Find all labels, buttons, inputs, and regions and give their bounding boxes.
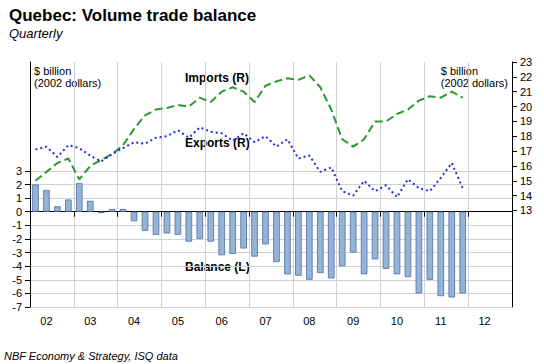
svg-text:23: 23 <box>520 56 532 68</box>
svg-text:21: 21 <box>520 86 532 98</box>
svg-text:Quarterly: Quarterly <box>9 26 64 41</box>
svg-text:3: 3 <box>16 165 22 177</box>
svg-text:07: 07 <box>259 315 271 327</box>
svg-text:-4: -4 <box>12 260 22 272</box>
svg-text:(2002 dollars): (2002 dollars) <box>441 77 508 89</box>
svg-text:-7: -7 <box>12 301 22 313</box>
svg-text:NBF Economy & Strategy, ISQ da: NBF Economy & Strategy, ISQ data <box>4 350 178 362</box>
svg-text:14: 14 <box>520 190 532 202</box>
svg-text:$ billion: $ billion <box>34 65 71 77</box>
svg-text:03: 03 <box>84 315 96 327</box>
svg-text:13: 13 <box>520 204 532 216</box>
svg-text:12: 12 <box>478 315 490 327</box>
svg-text:17: 17 <box>520 145 532 157</box>
svg-text:09: 09 <box>347 315 359 327</box>
svg-text:-5: -5 <box>12 274 22 286</box>
svg-text:$ billion: $ billion <box>441 65 478 77</box>
svg-text:-3: -3 <box>12 247 22 259</box>
svg-text:15: 15 <box>520 175 532 187</box>
svg-text:04: 04 <box>128 315 140 327</box>
svg-text:16: 16 <box>520 160 532 172</box>
svg-text:22: 22 <box>520 71 532 83</box>
svg-text:10: 10 <box>391 315 403 327</box>
svg-text:-1: -1 <box>12 219 22 231</box>
svg-text:-2: -2 <box>12 233 22 245</box>
svg-text:0: 0 <box>16 206 22 218</box>
svg-text:1: 1 <box>16 192 22 204</box>
svg-text:06: 06 <box>216 315 228 327</box>
svg-text:02: 02 <box>40 315 52 327</box>
svg-text:20: 20 <box>520 101 532 113</box>
svg-text:05: 05 <box>172 315 184 327</box>
svg-text:Exports (R): Exports (R) <box>185 136 250 150</box>
svg-text:(2002 dollars): (2002 dollars) <box>34 77 101 89</box>
svg-text:18: 18 <box>520 130 532 142</box>
svg-text:19: 19 <box>520 115 532 127</box>
svg-text:11: 11 <box>435 315 446 327</box>
svg-text:Quebec: Volume trade balance: Quebec: Volume trade balance <box>9 6 256 25</box>
svg-text:-6: -6 <box>12 287 22 299</box>
svg-text:Imports (R): Imports (R) <box>185 71 249 85</box>
svg-text:Balance (L): Balance (L) <box>185 260 250 274</box>
svg-text:08: 08 <box>303 315 315 327</box>
svg-text:2: 2 <box>16 179 22 191</box>
